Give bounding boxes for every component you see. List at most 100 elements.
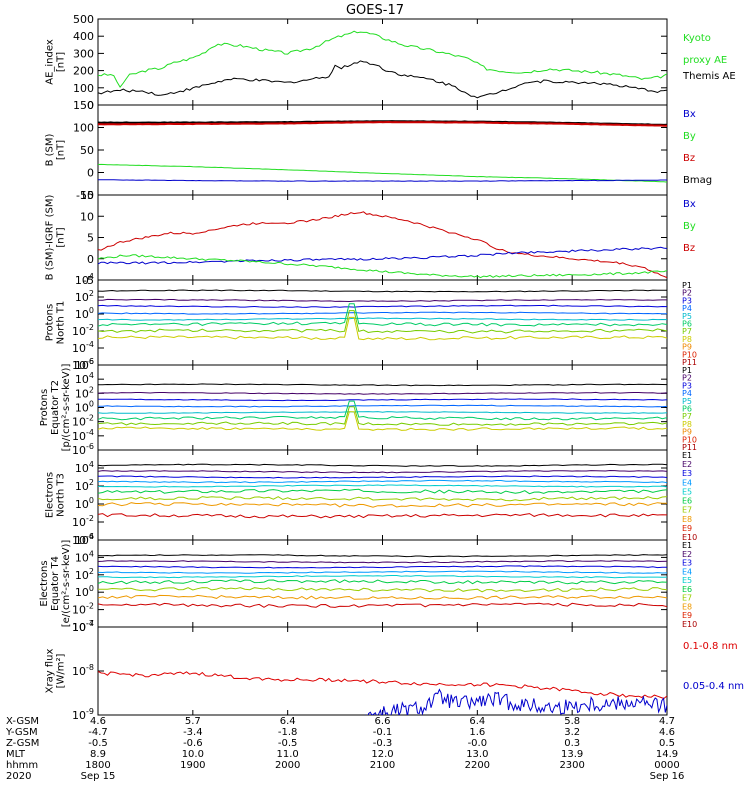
plot-area: [98, 211, 667, 279]
y-tick-label: 10-6: [72, 357, 94, 372]
axis-row-value: 10.0: [182, 749, 204, 760]
y-axis-label: [nT]: [56, 227, 67, 247]
channel-line: [98, 575, 667, 579]
y-tick-label: 300: [73, 47, 94, 60]
y-tick-label: 15: [80, 189, 94, 202]
y-tick-label: 102: [75, 289, 94, 304]
legend-entry: 0.05-0.4 nm: [683, 681, 744, 692]
legend-entry: P9: [682, 428, 692, 437]
legend-entry: E4: [682, 478, 692, 487]
y-axis-label: Protons: [39, 389, 50, 426]
channel-line: [98, 398, 667, 402]
axis-row-value: 14.9: [656, 749, 678, 760]
y-axis-label: Equator T4: [50, 556, 61, 611]
axis-row-value: 13.0: [466, 749, 488, 760]
axis-row-value: 1900: [180, 760, 205, 771]
axis-row-value: 2000: [275, 760, 300, 771]
channel-line: [98, 602, 667, 608]
series-line: [98, 60, 667, 99]
legend-entry: Bz: [683, 153, 695, 164]
legend-entry: E3: [682, 469, 692, 478]
legend-entry: P9: [682, 343, 692, 352]
legend-entry: E5: [682, 487, 692, 496]
legend-entry: P10: [682, 350, 697, 359]
y-tick-label: 10-2: [72, 414, 94, 429]
legend-entry: P5: [682, 312, 692, 321]
axis-row-value: 1.6: [469, 727, 485, 738]
y-tick-label: 10-2: [72, 323, 94, 338]
legend-entry: E9: [682, 524, 692, 533]
y-tick-label: 10-8: [72, 663, 94, 678]
y-tick-label: 10-4: [72, 340, 94, 355]
axis-row-label: X-GSM: [6, 716, 39, 727]
axis-row-value: 4.7: [659, 716, 675, 727]
y-axis-label: AE_index: [45, 39, 56, 85]
y-tick-label: 10-4: [72, 619, 94, 634]
legend-entry: P3: [682, 296, 692, 305]
legend-entry: E4: [682, 567, 692, 576]
channel-line: [98, 289, 667, 293]
y-tick-label: 10-9: [72, 707, 94, 722]
y-tick-label: 100: [73, 122, 94, 135]
axis-row-value: 6.4: [280, 716, 296, 727]
y-axis-label: Protons: [45, 304, 56, 341]
legend-entry: P2: [682, 289, 692, 298]
axis-row-label: Z-GSM: [6, 738, 39, 749]
y-tick-label: 10-4: [72, 532, 94, 547]
legend-entry: Bz: [683, 243, 695, 254]
legend-entry: P7: [682, 327, 692, 336]
legend-entry: E5: [682, 576, 692, 585]
legend-entry: E10: [682, 620, 697, 629]
y-axis-label: North T1: [56, 301, 67, 345]
legend-entry: E1: [682, 451, 692, 460]
legend-entry: Bx: [683, 199, 696, 210]
legend-entry: By: [683, 131, 696, 142]
axis-row-value: 6.4: [469, 716, 485, 727]
axis-row-value: 5.7: [185, 716, 201, 727]
chart-title: GOES-17: [346, 3, 404, 18]
legend-entry: P11: [682, 358, 697, 367]
legend-entry: By: [683, 221, 696, 232]
series-line: [98, 211, 667, 279]
axis-row-value: 13.9: [561, 749, 583, 760]
y-tick-label: 102: [75, 567, 94, 582]
channel-line: [98, 406, 667, 426]
series-line: [98, 179, 667, 182]
axis-row-value: 3.2: [564, 727, 580, 738]
axis-row-value: 12.0: [371, 749, 393, 760]
panel-xray: 10-9 10-8 10-7 Xray flux [W/m²] 0.1-0.8 nm 0.0…: [45, 619, 745, 722]
channel-line: [98, 404, 667, 408]
y-axis-label: Electrons: [39, 560, 50, 606]
axis-row-value: -0.6: [183, 738, 203, 749]
series-line: [98, 163, 667, 183]
y-tick-label: 106: [75, 357, 94, 372]
axis-row-value: 11.0: [277, 749, 299, 760]
channel-line: [98, 579, 667, 585]
y-tick-label: 10-2: [72, 514, 94, 529]
y-tick-label: 10-4: [72, 428, 94, 443]
channel-line: [98, 411, 667, 414]
channel-line: [98, 391, 667, 395]
axis-row-value: 2100: [370, 760, 395, 771]
series-line: [98, 246, 667, 265]
y-axis-label: B (SM): [45, 133, 56, 166]
axis-row-value: -1.8: [278, 727, 298, 738]
legend-entry: P7: [682, 412, 692, 421]
panel-e_t4: 10-4 10-2 100 102 104 106 Electrons Equator T4[…: [39, 532, 697, 634]
legend-entry: P5: [682, 397, 692, 406]
plot-area: [98, 383, 667, 431]
axis-row-value: Sep 16: [650, 771, 685, 782]
y-axis-label: Xray flux: [45, 649, 56, 694]
series-line: [98, 30, 667, 88]
legend-entry: E8: [682, 602, 692, 611]
axis-row-value: 2200: [465, 760, 490, 771]
legend-entry: P1: [682, 281, 692, 290]
legend-entry: E10: [682, 533, 697, 542]
plot-area: [98, 289, 667, 341]
y-tick-label: -50: [76, 189, 94, 202]
